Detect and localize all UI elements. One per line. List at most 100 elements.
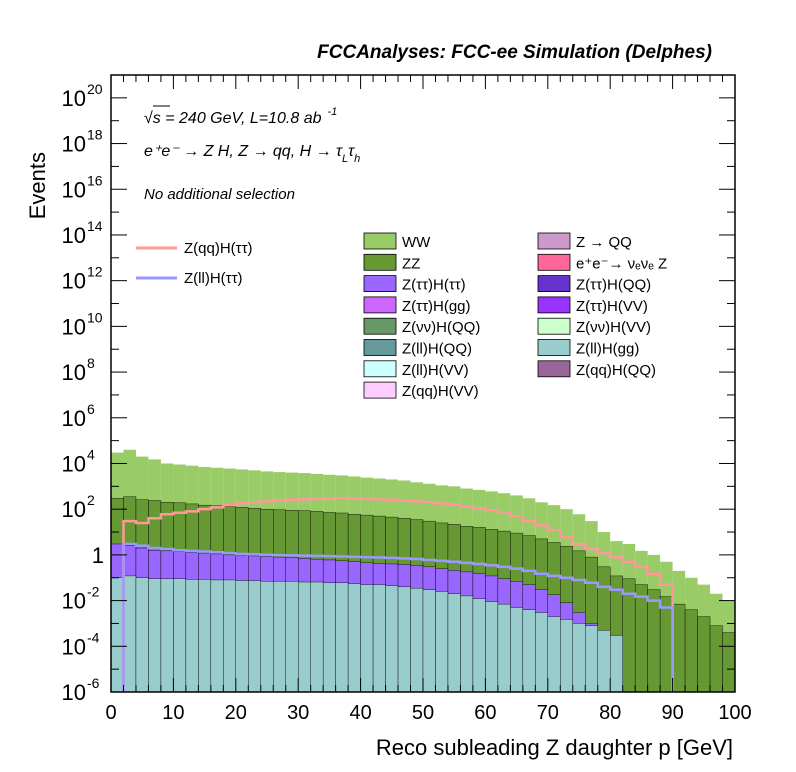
bar-z-ll-h-gg- xyxy=(435,591,449,693)
y-tick-label-exponent: -4 xyxy=(87,629,100,645)
legend-swatch xyxy=(537,339,571,356)
axis-ticks xyxy=(110,74,736,693)
legend-signal-label: Z(qq)H(ττ) xyxy=(184,240,253,257)
chart-title: FCCAnalyses: FCC-ee Simulation (Delphes) xyxy=(317,42,712,63)
y-tick-label: 10 xyxy=(62,360,86,385)
bar-z-ll-h-gg- xyxy=(235,580,249,693)
bar-z-ll-h-gg- xyxy=(210,579,224,693)
bar-z-ll-h-gg- xyxy=(322,582,336,693)
bar-zz xyxy=(634,584,648,693)
annotation-block: √s = 240 GeV, L=10.8 ab -1 e⁺e⁻ → Z H, Z … xyxy=(144,105,360,203)
legend-label: Z(ττ)H(VV) xyxy=(576,298,648,315)
y-tick-label-exponent: 6 xyxy=(87,401,95,417)
y-tick-label-exponent: 2 xyxy=(87,492,95,508)
legend-swatch xyxy=(363,232,397,250)
legend-signal-label: Z(ll)H(ττ) xyxy=(184,270,243,287)
y-tick-label: 10 xyxy=(62,269,86,294)
y-tick-label-exponent: -6 xyxy=(87,675,100,691)
x-tick-label: 60 xyxy=(474,702,496,724)
bar-zz xyxy=(684,609,698,693)
legend-label: Z(νν)H(QQ) xyxy=(402,319,480,336)
y-tick-label: 10 xyxy=(62,589,86,614)
legend-label: e⁺e⁻→ νₑνₑ Z xyxy=(576,255,667,272)
y-tick-label-exponent: 8 xyxy=(87,355,95,371)
legend-label: WW xyxy=(402,234,431,251)
y-tick-label-exponent: -2 xyxy=(87,584,100,600)
legend-label: Z(ll)H(VV) xyxy=(402,362,469,379)
legend-swatch xyxy=(363,360,397,378)
bar-z-ll-h-gg- xyxy=(472,598,486,693)
x-tick-label: 40 xyxy=(349,702,371,724)
bar-z-ll-h-gg- xyxy=(535,612,549,693)
y-tick-label: 10 xyxy=(62,451,86,476)
legend-swatch xyxy=(363,381,397,399)
bar-z-ll-h-gg- xyxy=(185,579,199,693)
bar-z-ll-h-gg- xyxy=(597,630,611,693)
bar-z-ll-h-gg- xyxy=(285,581,299,693)
bar-zz xyxy=(709,625,723,693)
y-tick-label: 10 xyxy=(62,497,86,522)
signal-line-z-qq-h- xyxy=(122,497,674,692)
legend-swatch xyxy=(537,360,571,378)
bar-z-ll-h-gg- xyxy=(522,609,536,693)
signal-lines xyxy=(122,497,674,692)
bar-zz xyxy=(647,589,661,693)
bar-z-ll-h-gg- xyxy=(560,619,573,693)
legend-swatch xyxy=(363,339,397,356)
bar-z-ll-h-gg- xyxy=(460,595,474,693)
legend-swatch xyxy=(363,275,397,293)
x-tick-label: 70 xyxy=(537,702,559,724)
bar-z-ll-h-gg- xyxy=(273,581,286,693)
y-tick-label-exponent: 18 xyxy=(87,127,103,143)
annotation-process: e⁺e⁻ → Z H, Z → qq, H → τLτh xyxy=(144,143,360,165)
bar-z-ll-h-gg- xyxy=(497,603,511,693)
bar-z-ll-h-gg- xyxy=(547,616,561,693)
bar-z-ll-h-gg- xyxy=(223,579,237,693)
bar-zz xyxy=(659,596,673,693)
bar-z-ll-h-gg- xyxy=(610,635,623,693)
bar-z-ll-h-gg- xyxy=(198,579,212,693)
legend-swatch xyxy=(537,232,571,250)
bar-z-ll-h-gg- xyxy=(572,623,586,693)
bar-z-ll-h-gg- xyxy=(260,581,274,693)
y-tick-label: 10 xyxy=(62,314,86,339)
stacked-bars xyxy=(110,449,736,693)
legend-label: Z(ττ)H(ττ) xyxy=(402,277,466,294)
legend-swatch xyxy=(537,275,571,293)
y-tick-label: 1 xyxy=(92,543,104,568)
bar-z-ll-h-gg- xyxy=(310,581,324,693)
bar-z-ll-h-gg- xyxy=(510,607,524,693)
legend-label: Z(νν)H(VV) xyxy=(576,319,651,336)
legend-swatch xyxy=(537,317,571,335)
legend-label: Z(qq)H(QQ) xyxy=(576,362,656,379)
legend-label: Z → QQ xyxy=(576,234,632,251)
bar-z-ll-h-gg- xyxy=(585,625,598,693)
y-axis-label: Events xyxy=(25,152,50,219)
bar-z-ll-h-gg- xyxy=(248,580,261,693)
legend-label: Z(ττ)H(QQ) xyxy=(576,277,651,294)
bar-zz xyxy=(697,616,711,693)
legend-swatch xyxy=(537,253,571,271)
legend-swatch xyxy=(537,296,571,314)
legend-swatch xyxy=(363,317,397,335)
y-tick-label: 10 xyxy=(62,223,86,248)
x-tick-label: 0 xyxy=(105,702,116,724)
x-tick-label: 50 xyxy=(412,702,434,724)
y-tick-label: 10 xyxy=(62,132,86,157)
bar-z-ll-h-gg- xyxy=(173,578,187,693)
y-tick-label: 10 xyxy=(62,177,86,202)
legend-swatch xyxy=(363,296,397,314)
y-tick-label-exponent: 20 xyxy=(87,81,103,97)
y-tick-label-exponent: 12 xyxy=(87,264,103,280)
annotation-sqrt-s: √s = 240 GeV, L=10.8 ab -1 xyxy=(144,106,337,127)
bar-z-ll-h-gg- xyxy=(422,589,436,693)
bar-z-ll-h-gg- xyxy=(123,575,137,693)
x-tick-label: 20 xyxy=(225,702,247,724)
legend-label: Z(ll)H(gg) xyxy=(576,341,639,358)
bar-z-ll-h-gg- xyxy=(410,587,424,693)
bar-zz xyxy=(672,603,686,693)
y-tick-label: 10 xyxy=(62,86,86,111)
signal-line-z-ll-h- xyxy=(122,542,674,692)
legend-label: Z(ττ)H(gg) xyxy=(402,298,471,315)
